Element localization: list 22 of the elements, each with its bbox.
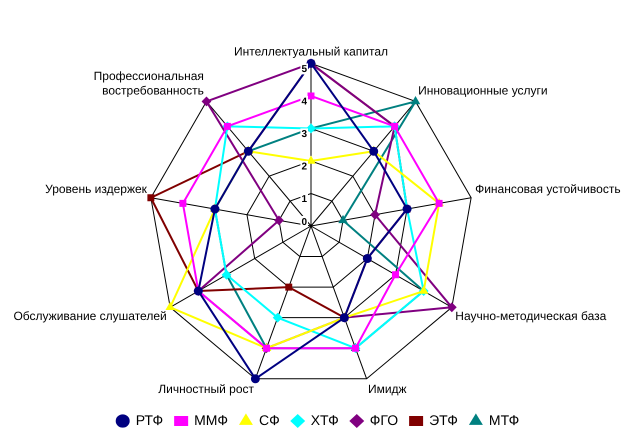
spoke-label: Личностный рост <box>158 382 255 396</box>
spoke-label: Инновационные услуги <box>418 83 548 98</box>
spoke-label: Интеллектуальный капитал <box>234 44 388 59</box>
y-tick-label: 1 <box>301 194 308 206</box>
legend-label: РТФ <box>136 412 164 428</box>
spoke-label: Уровень издержек <box>45 182 148 196</box>
spoke-label: Профессиональная востребованность <box>94 69 204 98</box>
y-tick-label: 5 <box>301 64 308 76</box>
legend-label: ЭТФ <box>429 412 458 428</box>
y-tick-label: 0 <box>301 216 308 228</box>
legend-label: ММФ <box>194 412 228 428</box>
spoke-label: Научно-методическая база <box>455 308 607 323</box>
spoke-label: Имидж <box>368 382 407 396</box>
legend-label: ФГО <box>370 412 398 428</box>
y-tick-label: 2 <box>301 162 308 173</box>
y-tick-label: 4 <box>301 96 308 108</box>
spoke-label: Обслуживание слушателей <box>13 308 167 323</box>
spoke-label: Финансовая устойчивость <box>475 182 621 196</box>
legend-label: СФ <box>258 412 280 428</box>
y-tick-label: 3 <box>301 129 308 140</box>
legend-label: МТФ <box>488 412 520 428</box>
legend-label: ХТФ <box>310 412 339 428</box>
